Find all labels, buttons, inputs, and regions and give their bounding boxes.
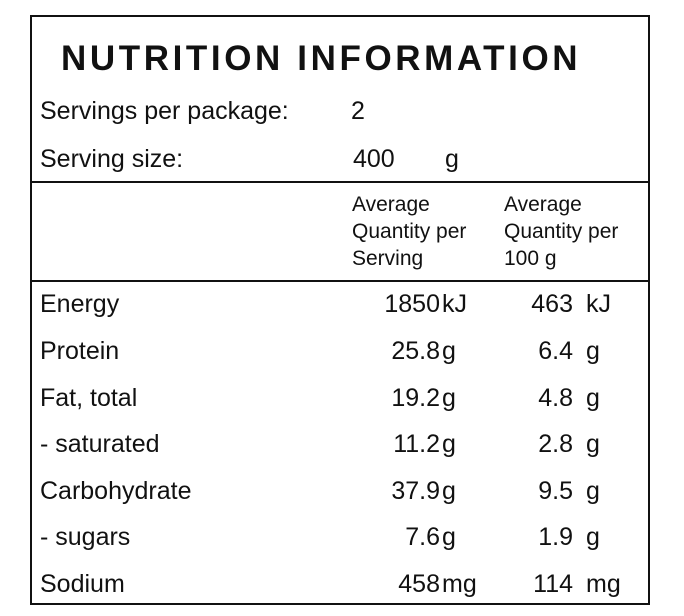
per100-value: 4.8: [538, 384, 573, 412]
per100-unit: g: [586, 430, 600, 458]
per100-unit: g: [586, 337, 600, 365]
serving-unit: g: [442, 337, 456, 365]
serving-unit: kJ: [442, 290, 467, 318]
serving-size-unit: g: [445, 145, 459, 173]
per100-unit: g: [586, 523, 600, 551]
header-per-100g-line: Average: [504, 193, 582, 216]
nutrient-name: Carbohydrate: [40, 477, 192, 505]
per100-unit: kJ: [586, 290, 611, 318]
per100-unit: mg: [586, 570, 621, 598]
per100-value: 1.9: [538, 523, 573, 551]
per100-value: 2.8: [538, 430, 573, 458]
per100-value: 9.5: [538, 477, 573, 505]
serving-unit: g: [442, 430, 456, 458]
serving-value: 19.2: [391, 384, 440, 412]
nutrient-name: Sodium: [40, 570, 125, 598]
per100-unit: g: [586, 384, 600, 412]
serving-value: 25.8: [391, 337, 440, 365]
serving-unit: g: [442, 384, 456, 412]
divider-middle: [32, 280, 648, 282]
servings-value: 2: [351, 97, 365, 125]
header-per-serving-line: Average: [352, 193, 430, 216]
serving-size-value: 400: [353, 145, 395, 173]
serving-unit: mg: [442, 570, 477, 598]
panel-title: NUTRITION INFORMATION: [61, 39, 582, 78]
serving-unit: g: [442, 523, 456, 551]
serving-size-label: Serving size:: [40, 145, 184, 173]
per100-unit: g: [586, 477, 600, 505]
nutrition-panel: NUTRITION INFORMATION Servings per packa…: [30, 15, 650, 605]
serving-value: 37.9: [391, 477, 440, 505]
serving-value: 1850: [384, 290, 440, 318]
per100-value: 6.4: [538, 337, 573, 365]
nutrient-name: - saturated: [40, 430, 160, 458]
serving-unit: g: [442, 477, 456, 505]
header-per-serving-line: Serving: [352, 247, 424, 270]
divider-top: [32, 181, 648, 183]
nutrient-name: - sugars: [40, 523, 131, 551]
header-per-100g-line: 100 g: [504, 247, 557, 270]
nutrient-name: Protein: [40, 337, 120, 365]
header-per-serving-line: Quantity per: [352, 220, 467, 243]
serving-value: 458: [398, 570, 440, 598]
nutrient-name: Energy: [40, 290, 120, 318]
per100-value: 114: [533, 570, 573, 598]
serving-value: 11.2: [393, 430, 440, 458]
per100-value: 463: [531, 290, 573, 318]
header-per-100g-line: Quantity per: [504, 220, 619, 243]
serving-value: 7.6: [405, 523, 440, 551]
servings-label: Servings per package:: [40, 97, 289, 125]
nutrient-name: Fat, total: [40, 384, 138, 412]
